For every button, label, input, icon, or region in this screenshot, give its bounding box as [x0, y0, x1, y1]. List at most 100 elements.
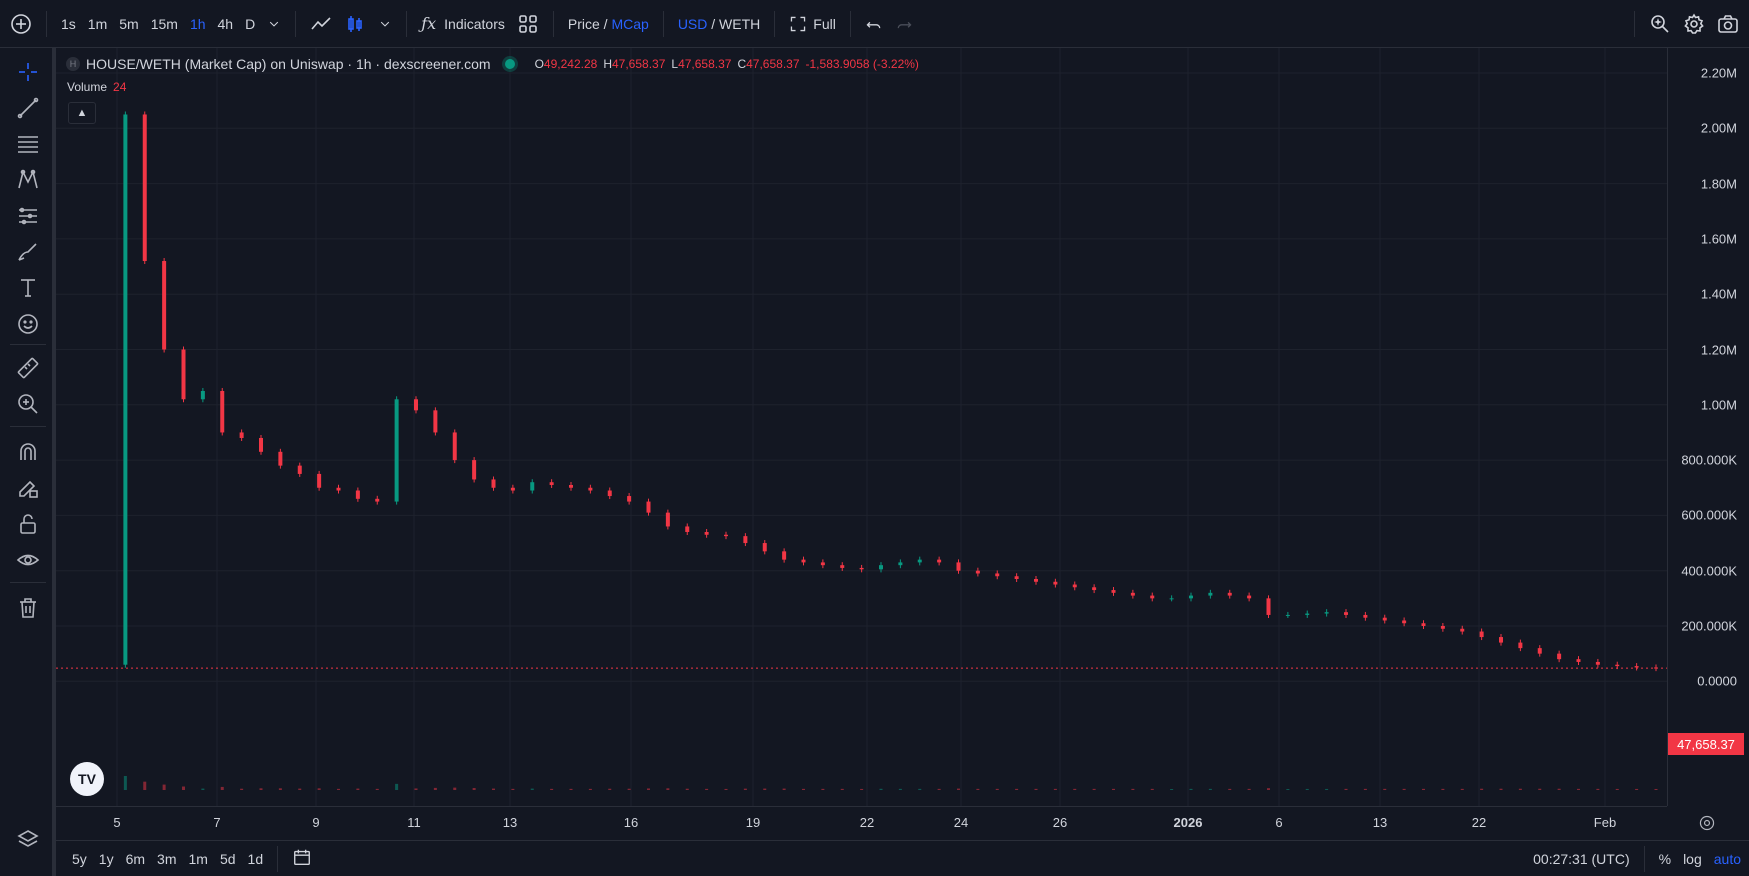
symbol-badge: H: [66, 57, 80, 71]
utc-clock[interactable]: 00:27:31 (UTC): [1533, 850, 1630, 867]
volume-bar: [1577, 788, 1580, 790]
time-axis-label: 5: [113, 815, 121, 830]
interval-4h-button[interactable]: 4h: [217, 15, 234, 32]
volume-bar: [1596, 788, 1600, 790]
candle-body: [1305, 613, 1310, 615]
indicators-button[interactable]: ƒx Indicators: [415, 14, 511, 33]
stay-drawing-tool[interactable]: [14, 474, 42, 502]
plus-circle-icon: [11, 13, 31, 34]
interval-D-button[interactable]: D: [245, 15, 256, 32]
emoji-tool[interactable]: [14, 310, 42, 338]
line-chart-type-button[interactable]: [304, 13, 338, 35]
range-6m-button[interactable]: 6m: [125, 850, 146, 867]
volume-bar: [608, 788, 612, 790]
interval-1s-button[interactable]: 1s: [61, 15, 76, 32]
range-5d-button[interactable]: 5d: [219, 850, 236, 867]
crosshair-icon: [19, 63, 37, 81]
price-axis-label: 1.60M: [1700, 231, 1737, 247]
text-tool[interactable]: [14, 274, 42, 302]
collapse-legend-button[interactable]: ▲: [68, 102, 96, 124]
candle-body: [1092, 587, 1097, 591]
volume-bar: [1170, 789, 1174, 790]
redo-icon: [897, 21, 912, 28]
price-axis[interactable]: 2.20M 2.00M 1.80M 1.60M 1.40M 1.20M 1.00M 800.0…: [1667, 48, 1749, 806]
symbol-title[interactable]: HOUSE/WETH (Market Cap) on Uniswap · 1h …: [86, 56, 491, 72]
object-tree-button[interactable]: [14, 826, 42, 854]
lock-drawings-tool[interactable]: [14, 510, 42, 538]
candle-body: [1557, 653, 1562, 660]
candle-body: [1227, 592, 1232, 596]
price-chart[interactable]: [56, 48, 1667, 806]
fib-tool[interactable]: [14, 130, 42, 158]
tradingview-logo[interactable]: TV: [70, 762, 104, 796]
layouts-button[interactable]: [511, 13, 545, 35]
volume-bar: [1325, 788, 1329, 790]
auto-toggle[interactable]: auto: [1713, 850, 1741, 867]
forecast-icon: [19, 207, 37, 225]
pattern-tool[interactable]: [14, 166, 42, 194]
time-axis-label: 22: [1471, 815, 1487, 830]
drawing-toolbar: [0, 48, 56, 876]
interval-group: 1s 1m 5m 15m 1h 4h D: [55, 16, 261, 32]
settings-button[interactable]: [1677, 12, 1711, 35]
separator: [277, 845, 279, 872]
candle-body: [162, 261, 167, 350]
brush-tool[interactable]: [14, 238, 42, 266]
add-symbol-button[interactable]: [0, 13, 38, 35]
redo-button[interactable]: [889, 15, 919, 33]
percent-toggle[interactable]: %: [1658, 850, 1672, 867]
separator: [10, 582, 46, 583]
chart-pane[interactable]: [56, 48, 1667, 806]
log-toggle[interactable]: log: [1683, 850, 1702, 867]
candle-body: [1053, 581, 1058, 585]
candle-body: [607, 490, 612, 497]
zoom-tool[interactable]: [14, 390, 42, 418]
candle-body: [452, 432, 457, 461]
crosshair-tool[interactable]: [14, 58, 42, 86]
range-5y-button[interactable]: 5y: [72, 850, 87, 867]
volume-bar: [123, 776, 127, 790]
interval-1m-button[interactable]: 1m: [87, 15, 108, 32]
quick-search-button[interactable]: [1643, 13, 1677, 35]
prediction-tool[interactable]: [14, 202, 42, 230]
volume-bar: [298, 788, 302, 790]
volume-bar: [627, 788, 631, 790]
trend-line-tool[interactable]: [14, 94, 42, 122]
undo-button[interactable]: [859, 15, 889, 33]
range-3m-button[interactable]: 3m: [157, 850, 177, 867]
axis-settings-button[interactable]: [1698, 814, 1718, 834]
hide-drawings-tool[interactable]: [14, 546, 42, 574]
candle-body: [491, 479, 496, 488]
range-1m-button[interactable]: 1m: [188, 850, 208, 867]
interval-5m-button[interactable]: 5m: [119, 15, 139, 32]
screenshot-button[interactable]: [1711, 13, 1749, 35]
fullscreen-button[interactable]: Full: [783, 15, 842, 33]
goto-date-button[interactable]: [286, 847, 318, 870]
interval-dropdown-button[interactable]: [261, 17, 287, 31]
candle-body: [530, 482, 535, 491]
price-mcap-toggle[interactable]: Price / MCap: [562, 16, 655, 32]
candle-body: [917, 559, 922, 563]
price-axis-label: 600.000K: [1681, 507, 1737, 523]
interval-1h-button[interactable]: 1h: [189, 15, 206, 32]
currency-toggle[interactable]: USD / WETH: [672, 16, 766, 32]
magnet-tool[interactable]: [14, 438, 42, 466]
interval-15m-button[interactable]: 15m: [150, 15, 178, 32]
measure-tool[interactable]: [14, 354, 42, 382]
candle-body: [239, 432, 244, 438]
range-1d-button[interactable]: 1d: [247, 850, 264, 867]
chart-type-dropdown-button[interactable]: [372, 17, 398, 31]
candle-body: [1402, 620, 1407, 624]
gear-icon: [1684, 12, 1704, 34]
remove-drawings-tool[interactable]: [14, 594, 42, 622]
gear-icon: [1699, 815, 1715, 831]
candle-chart-type-button[interactable]: [338, 13, 372, 35]
line-chart-icon: [311, 16, 331, 30]
candle-body: [278, 451, 283, 466]
close-value: 47,658.37: [746, 57, 800, 71]
volume-bar: [666, 788, 670, 790]
range-1y-button[interactable]: 1y: [98, 850, 114, 867]
time-axis[interactable]: 5 7 9 11 13 16 19 22 24 26 2026 6 13 22 Feb: [56, 806, 1667, 840]
candle-body: [840, 565, 845, 568]
candle-body: [1363, 614, 1368, 618]
